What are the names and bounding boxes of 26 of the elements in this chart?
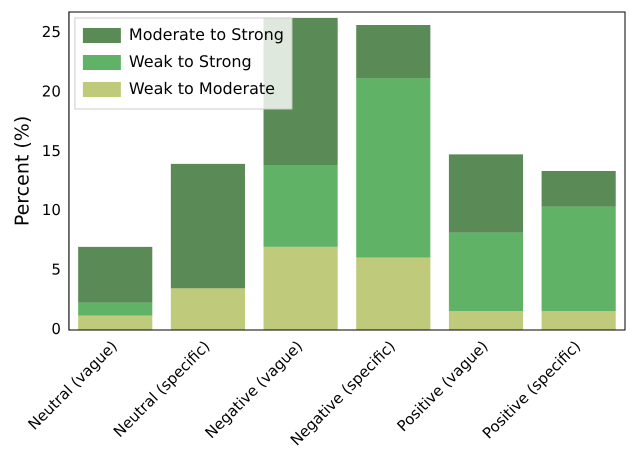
legend-label: Weak to Strong <box>128 52 252 72</box>
bar <box>264 165 338 247</box>
bar <box>542 206 616 311</box>
y-tick-label: 25 <box>42 23 61 42</box>
legend-label: Moderate to Strong <box>128 25 284 44</box>
y-tick-label: 0 <box>51 320 61 338</box>
bar <box>448 232 524 311</box>
bar <box>542 310 616 330</box>
y-axis-title: Percent (%) <box>11 116 34 226</box>
y-tick-label: 20 <box>42 82 61 101</box>
bar <box>356 258 430 330</box>
bar <box>170 288 245 330</box>
legend-label: Weak to Moderate <box>128 79 276 98</box>
bar <box>356 78 430 258</box>
bar <box>78 316 152 330</box>
bar <box>542 170 616 207</box>
bar <box>448 154 524 233</box>
y-tick-label: 15 <box>42 142 61 160</box>
bar <box>78 246 152 303</box>
bar <box>264 246 338 330</box>
bar <box>170 164 245 288</box>
y-tick-label: 5 <box>51 260 61 279</box>
y-tick-label: 10 <box>42 201 61 220</box>
bar <box>356 25 430 78</box>
bar <box>448 310 524 330</box>
bar <box>78 302 152 316</box>
